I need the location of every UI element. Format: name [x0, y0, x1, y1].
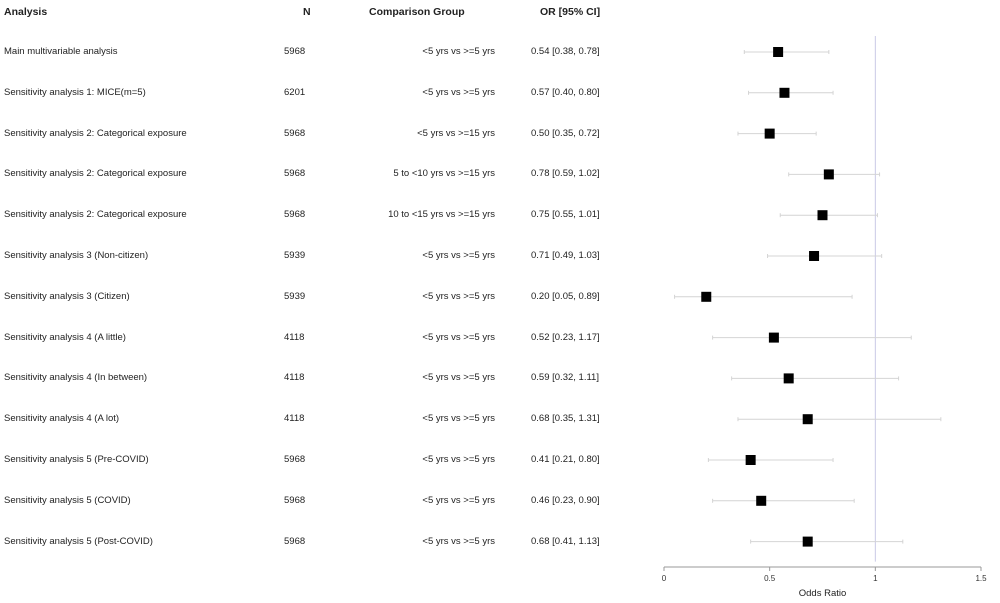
header-comparison-group: Comparison Group	[369, 6, 465, 18]
row-or-ci-text: 0.46 [0.23, 0.90]	[531, 494, 600, 506]
header-or-ci: OR [95% CI]	[540, 6, 601, 18]
row-comparison-group: <5 yrs vs >=5 yrs	[422, 494, 495, 506]
row-or-ci-text: 0.71 [0.49, 1.03]	[531, 250, 600, 261]
or-point	[809, 251, 820, 261]
row-analysis-label: Sensitivity analysis 1: MICE(m=5)	[4, 86, 146, 98]
row-n-value: 4118	[284, 413, 305, 425]
row-analysis-label: Sensitivity analysis 5 (Pre-COVID)	[4, 454, 149, 465]
row-n-value: 5968	[284, 494, 306, 506]
or-point	[802, 414, 813, 425]
row-n-value: 5968	[284, 209, 306, 221]
row-n-value: 5968	[284, 127, 306, 139]
row-n-value: 5968	[284, 46, 306, 57]
row-analysis-label: Sensitivity analysis 4 (A lot)	[4, 413, 120, 425]
row-comparison-group: <5 yrs vs >=5 yrs	[422, 372, 495, 384]
row-n-value: 4118	[284, 331, 305, 343]
x-axis-title: Odds Ratio	[799, 588, 847, 599]
row-analysis-label: Sensitivity analysis 4 (A little)	[4, 331, 126, 343]
row-or-ci-text: 0.75 [0.55, 1.01]	[531, 209, 600, 221]
row-analysis-label: Main multivariable analysis	[4, 46, 118, 57]
or-point	[802, 536, 813, 547]
row-comparison-group: 5 to <10 yrs vs >=15 yrs	[393, 168, 495, 180]
or-point	[745, 455, 756, 465]
x-tick-label: 1	[873, 574, 878, 583]
row-or-ci-text: 0.54 [0.38, 0.78]	[531, 46, 600, 57]
row-or-ci-text: 0.78 [0.59, 1.02]	[531, 168, 600, 180]
row-comparison-group: <5 yrs vs >=5 yrs	[422, 535, 495, 547]
or-point	[764, 128, 775, 139]
row-or-ci-text: 0.68 [0.41, 1.13]	[531, 535, 600, 547]
row-n-value: 5939	[284, 290, 306, 302]
header-n: N	[303, 6, 311, 18]
row-n-value: 4118	[284, 372, 305, 384]
row-analysis-label: Sensitivity analysis 2: Categorical expo…	[4, 127, 187, 139]
row-or-ci-text: 0.59 [0.32, 1.11]	[531, 372, 599, 384]
row-or-ci-text: 0.50 [0.35, 0.72]	[531, 127, 600, 139]
or-point	[817, 210, 828, 221]
or-point	[783, 373, 794, 384]
or-point	[823, 169, 834, 180]
row-n-value: 5968	[284, 535, 306, 547]
row-analysis-label: Sensitivity analysis 4 (In between)	[4, 372, 148, 384]
or-point	[779, 87, 790, 98]
row-comparison-group: <5 yrs vs >=5 yrs	[422, 250, 495, 261]
or-point	[756, 495, 767, 506]
row-n-value: 5968	[284, 454, 306, 465]
row-analysis-label: Sensitivity analysis 2: Categorical expo…	[4, 168, 187, 180]
or-point	[768, 332, 779, 343]
row-or-ci-text: 0.52 [0.23, 1.17]	[531, 331, 600, 343]
row-analysis-label: Sensitivity analysis 5 (COVID)	[4, 494, 131, 506]
or-point	[773, 47, 784, 57]
row-comparison-group: <5 yrs vs >=5 yrs	[422, 413, 495, 425]
row-comparison-group: <5 yrs vs >=5 yrs	[422, 46, 495, 57]
row-comparison-group: <5 yrs vs >=5 yrs	[422, 86, 495, 98]
row-comparison-group: <5 yrs vs >=5 yrs	[422, 331, 495, 343]
row-analysis-label: Sensitivity analysis 3 (Non-citizen)	[4, 250, 149, 261]
row-analysis-label: Sensitivity analysis 3 (Citizen)	[4, 290, 130, 302]
row-n-value: 5939	[284, 250, 306, 261]
row-comparison-group: <5 yrs vs >=5 yrs	[422, 454, 495, 465]
row-or-ci-text: 0.41 [0.21, 0.80]	[531, 454, 600, 465]
or-point	[701, 291, 712, 302]
row-comparison-group: 10 to <15 yrs vs >=15 yrs	[388, 209, 495, 221]
x-tick-label: 0	[662, 574, 667, 583]
row-analysis-label: Sensitivity analysis 2: Categorical expo…	[4, 209, 187, 221]
x-tick-label: 1.5	[975, 574, 987, 583]
header-analysis: Analysis	[4, 6, 48, 18]
row-comparison-group: <5 yrs vs >=15 yrs	[417, 127, 495, 139]
row-n-value: 5968	[284, 168, 306, 180]
row-or-ci-text: 0.57 [0.40, 0.80]	[531, 86, 600, 98]
row-comparison-group: <5 yrs vs >=5 yrs	[422, 290, 495, 302]
row-or-ci-text: 0.68 [0.35, 1.31]	[531, 413, 600, 425]
x-tick-label: 0.5	[764, 574, 776, 583]
row-analysis-label: Sensitivity analysis 5 (Post-COVID)	[4, 535, 153, 547]
row-n-value: 6201	[284, 86, 306, 98]
row-or-ci-text: 0.20 [0.05, 0.89]	[531, 290, 600, 302]
